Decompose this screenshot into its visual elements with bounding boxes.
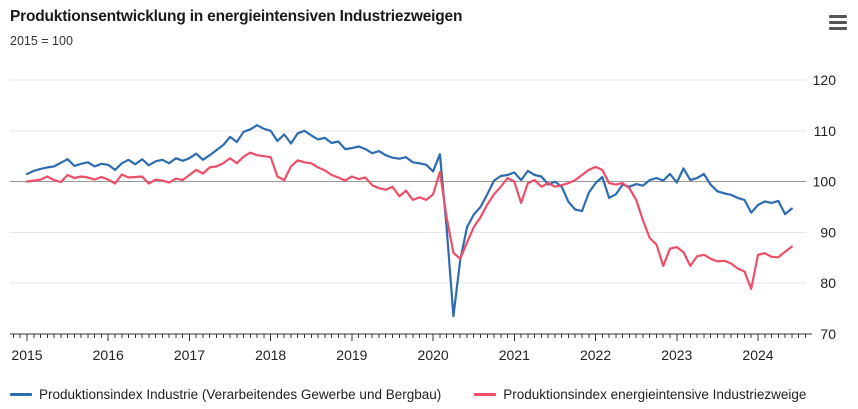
hamburger-icon[interactable] (826, 10, 850, 34)
legend-label: Produktionsindex Industrie (Verarbeitend… (39, 386, 442, 402)
series-line-energieintensiv (25, 151, 793, 290)
x-axis-label: 2017 (174, 347, 205, 363)
x-axis-label: 2023 (661, 347, 692, 363)
legend-dash-blue (10, 392, 32, 396)
legend-dash-red (474, 392, 497, 396)
x-axis-label: 2020 (418, 347, 449, 363)
y-axis-label: 100 (813, 174, 837, 190)
chart-title: Produktionsentwicklung in energieintensi… (10, 8, 463, 25)
series-line-industrie (25, 124, 793, 318)
legend-label: Produktionsindex energieintensive Indust… (503, 386, 807, 402)
chart-legend: Produktionsindex Industrie (Verarbeitend… (0, 381, 858, 407)
y-axis-label: 80 (820, 275, 836, 291)
x-axis-label: 2024 (742, 347, 773, 363)
x-axis-label: 2016 (93, 347, 124, 363)
x-axis-label: 2021 (499, 347, 530, 363)
x-axis-label: 2015 (11, 347, 42, 363)
y-axis-label: 70 (820, 326, 836, 342)
legend-item-energieintensiv[interactable]: Produktionsindex energieintensive Indust… (474, 387, 806, 402)
x-axis-label: 2022 (580, 347, 611, 363)
chart-subtitle: 2015 = 100 (10, 34, 73, 48)
x-axis-label: 2018 (255, 347, 286, 363)
y-axis-label: 110 (814, 123, 837, 139)
y-axis-label: 120 (813, 72, 837, 88)
y-axis-label: 90 (820, 224, 836, 240)
x-axis-label: 2019 (336, 347, 367, 363)
legend-item-industrie[interactable]: Produktionsindex Industrie (Verarbeitend… (10, 387, 441, 402)
line-chart: 2015 2016 2017 2018 2019 2020 2021 2022 2023 2024… (10, 72, 837, 363)
